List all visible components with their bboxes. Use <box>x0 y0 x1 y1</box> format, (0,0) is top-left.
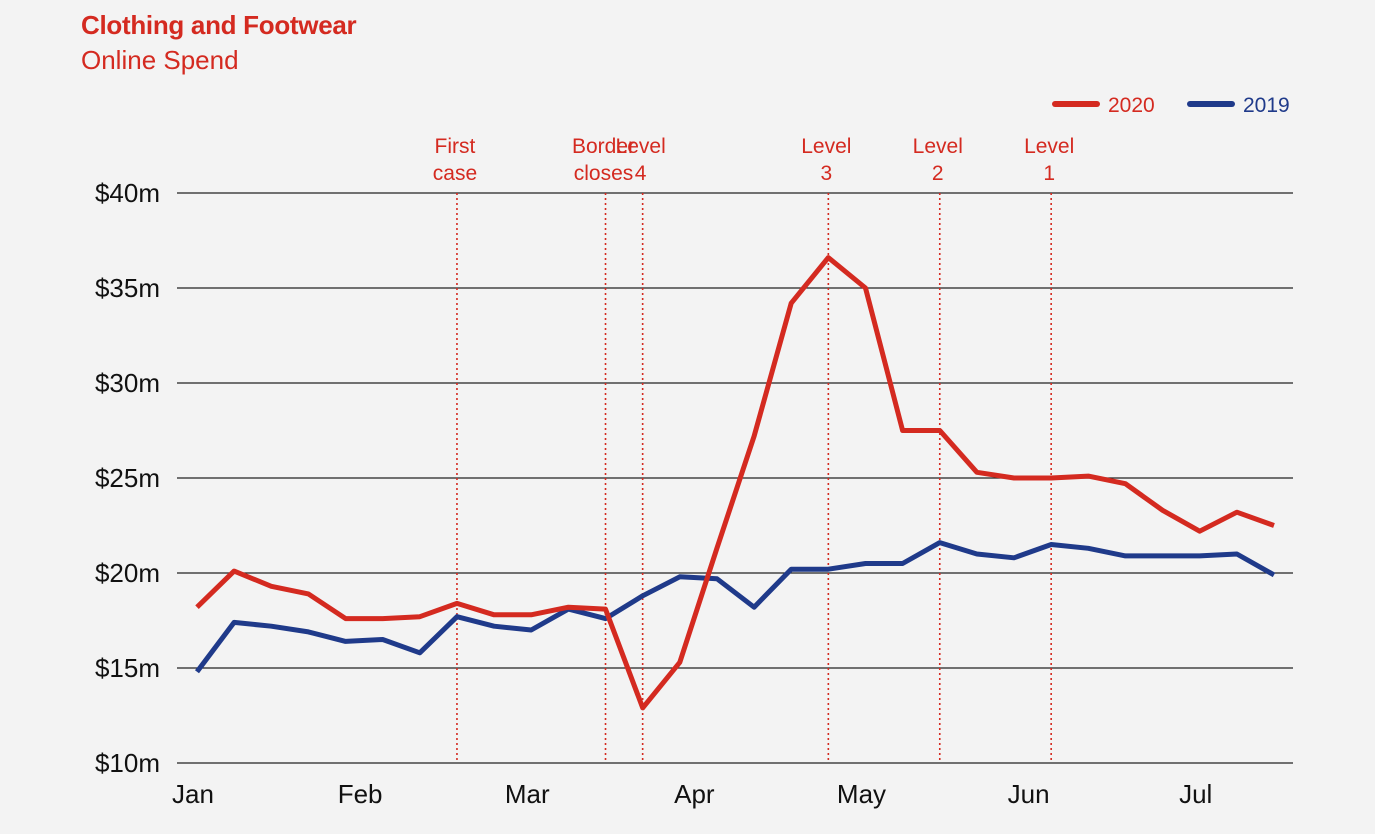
y-tick-label: $35m <box>95 273 160 303</box>
legend-label-2020: 2020 <box>1108 94 1155 117</box>
chart-title: Clothing and Footwear <box>81 10 357 40</box>
event-label: Level 3 <box>801 135 851 185</box>
event-label-line: Level <box>913 135 963 158</box>
event-label-line: closes <box>574 162 634 185</box>
x-tick-label: Mar <box>505 779 550 809</box>
event-label-line: Border <box>572 135 635 158</box>
event-label: First case <box>433 135 477 185</box>
event-label-line: 4 <box>635 162 647 185</box>
event-label: Level 2 <box>913 135 963 185</box>
y-tick-label: $10m <box>95 748 160 778</box>
x-tick-label: Feb <box>338 779 383 809</box>
legend: 2020 2019 <box>1052 94 1290 117</box>
x-tick-label: Apr <box>674 779 715 809</box>
y-tick-label: $30m <box>95 368 160 398</box>
gridlines <box>177 192 1293 764</box>
x-tick-label: Jan <box>172 779 214 809</box>
y-tick-label: $25m <box>95 463 160 493</box>
series-line-2020 <box>195 255 1275 711</box>
event-label: Level 4 <box>616 135 666 185</box>
event-label-line: 3 <box>821 162 833 185</box>
event-label-line: 1 <box>1043 162 1055 185</box>
series-lines <box>195 255 1276 711</box>
y-tick-label: $15m <box>95 653 160 683</box>
axis-labels: $40m $35m $30m $25m $20m $15m $10m Jan Feb Mar Apr… <box>95 178 1212 809</box>
event-label-line: Level <box>801 135 851 158</box>
x-tick-label: May <box>837 779 886 809</box>
series-line-2019 <box>195 540 1276 674</box>
legend-label-2019: 2019 <box>1243 94 1290 117</box>
y-tick-label: $40m <box>95 178 160 208</box>
event-label-line: Level <box>1024 135 1074 158</box>
y-tick-label: $20m <box>95 558 160 588</box>
event-label-line: 2 <box>932 162 944 185</box>
x-tick-label: Jun <box>1008 779 1050 809</box>
event-label-line: Level <box>616 135 666 158</box>
x-tick-label: Jul <box>1179 779 1212 809</box>
event-label: Border closes <box>572 135 635 185</box>
event-label-line: First <box>435 135 476 158</box>
chart-subtitle: Online Spend <box>81 45 239 75</box>
event-label-line: case <box>433 162 477 185</box>
event-label: Level 1 <box>1024 135 1074 185</box>
